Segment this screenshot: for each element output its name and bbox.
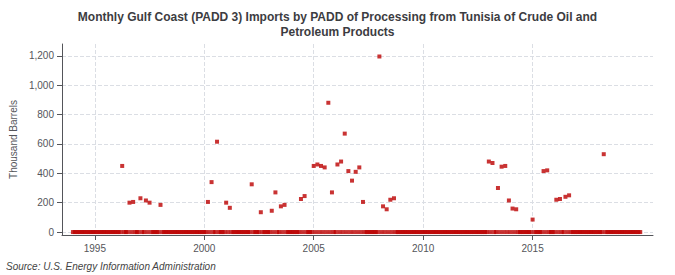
- svg-text:1,200: 1,200: [29, 50, 54, 61]
- svg-text:Source: U.S. Energy Informatio: Source: U.S. Energy Information Administ…: [6, 261, 216, 272]
- svg-text:0: 0: [48, 227, 54, 238]
- svg-text:2005: 2005: [303, 243, 326, 254]
- svg-text:2015: 2015: [521, 243, 544, 254]
- svg-text:2000: 2000: [193, 243, 216, 254]
- svg-text:Petroleum Products: Petroleum Products: [280, 25, 394, 39]
- svg-text:1995: 1995: [84, 243, 107, 254]
- svg-text:800: 800: [37, 109, 54, 120]
- svg-text:Thousand Barrels: Thousand Barrels: [8, 100, 19, 179]
- svg-text:Monthly Gulf Coast (PADD 3) Im: Monthly Gulf Coast (PADD 3) Imports by P…: [78, 10, 597, 24]
- svg-text:600: 600: [37, 138, 54, 149]
- svg-text:400: 400: [37, 168, 54, 179]
- svg-text:1,000: 1,000: [29, 80, 54, 91]
- svg-text:2010: 2010: [412, 243, 435, 254]
- svg-text:200: 200: [37, 197, 54, 208]
